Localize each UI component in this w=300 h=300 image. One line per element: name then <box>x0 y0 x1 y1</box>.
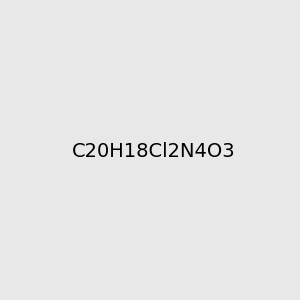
Text: C20H18Cl2N4O3: C20H18Cl2N4O3 <box>72 142 236 161</box>
